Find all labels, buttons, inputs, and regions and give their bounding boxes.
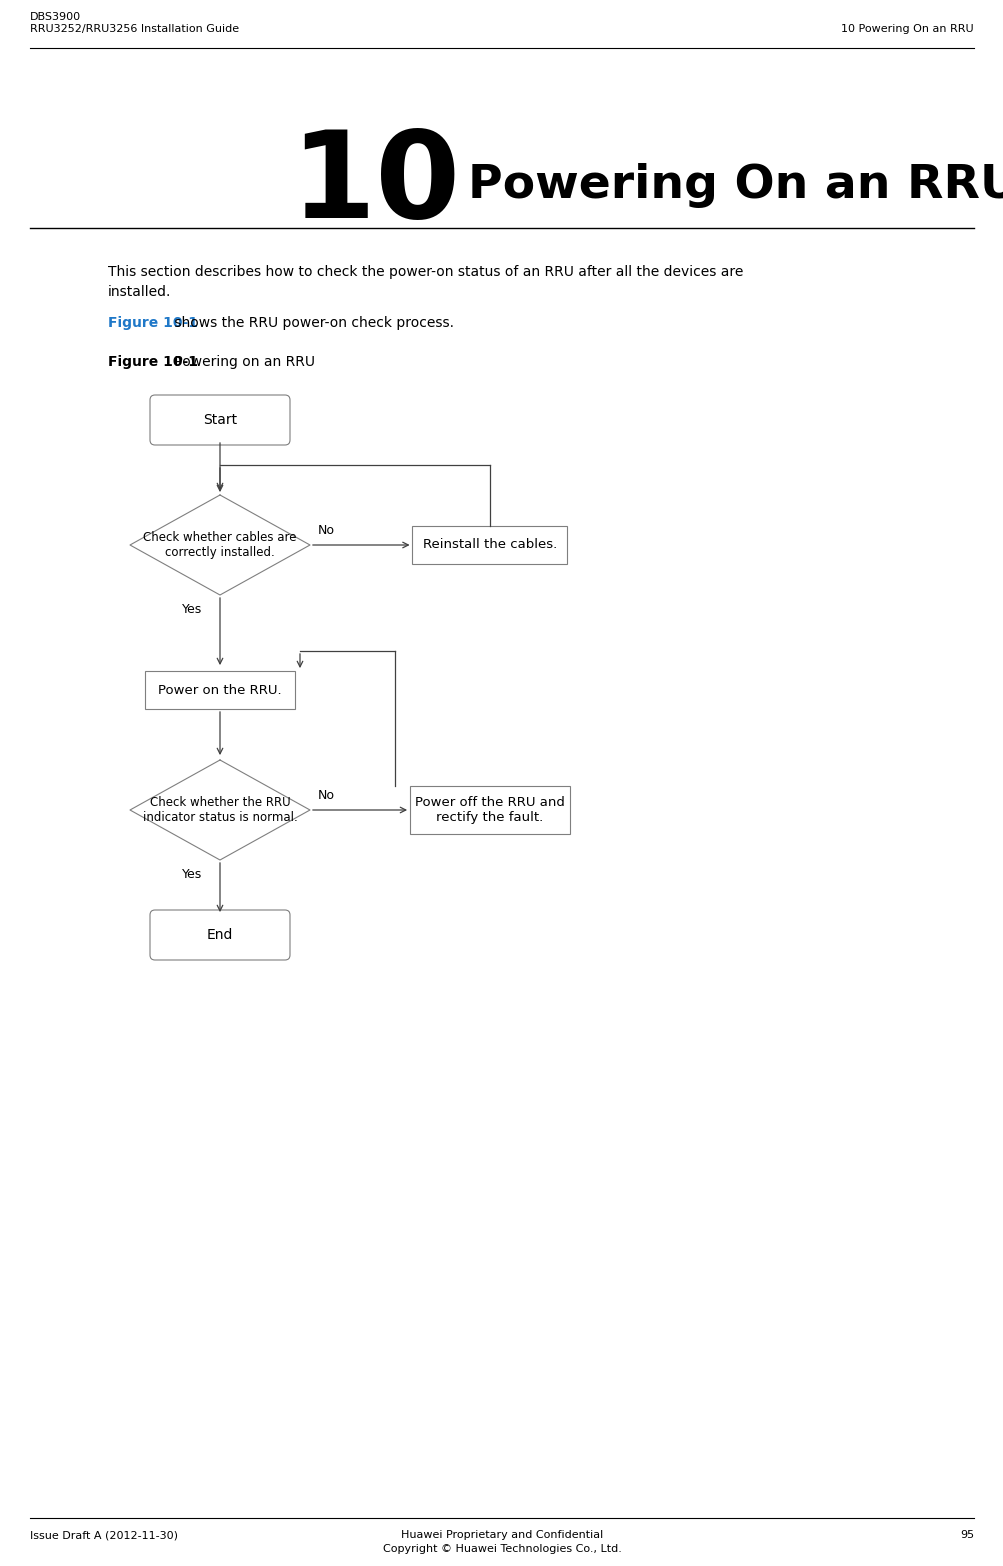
Bar xyxy=(412,526,567,564)
Bar xyxy=(144,670,295,709)
Text: 10 Powering On an RRU: 10 Powering On an RRU xyxy=(841,23,973,34)
Text: Powering On an RRU: Powering On an RRU xyxy=(467,163,1003,208)
Text: This section describes how to check the power-on status of an RRU after all the : This section describes how to check the … xyxy=(108,265,742,299)
Text: DBS3900: DBS3900 xyxy=(30,13,81,22)
Text: 10: 10 xyxy=(290,127,459,243)
Text: Issue Draft A (2012-11-30): Issue Draft A (2012-11-30) xyxy=(30,1530,178,1539)
Text: Copyright © Huawei Technologies Co., Ltd.: Copyright © Huawei Technologies Co., Ltd… xyxy=(382,1544,621,1553)
Text: Reinstall the cables.: Reinstall the cables. xyxy=(422,539,557,551)
Text: Yes: Yes xyxy=(182,603,202,615)
Text: Power on the RRU.: Power on the RRU. xyxy=(158,683,282,697)
Text: Power off the RRU and
rectify the fault.: Power off the RRU and rectify the fault. xyxy=(414,796,565,824)
FancyBboxPatch shape xyxy=(149,395,290,445)
Text: Figure 10-1: Figure 10-1 xyxy=(108,316,198,330)
Polygon shape xyxy=(129,760,310,860)
Text: Powering on an RRU: Powering on an RRU xyxy=(170,355,315,370)
Text: No: No xyxy=(318,525,335,537)
Text: Check whether the RRU
indicator status is normal.: Check whether the RRU indicator status i… xyxy=(142,796,297,824)
Text: 95: 95 xyxy=(959,1530,973,1539)
Polygon shape xyxy=(129,495,310,595)
Text: RRU3252/RRU3256 Installation Guide: RRU3252/RRU3256 Installation Guide xyxy=(30,23,239,34)
Text: Start: Start xyxy=(203,413,237,428)
Text: Figure 10-1: Figure 10-1 xyxy=(108,355,198,370)
Text: No: No xyxy=(318,789,335,802)
Text: Yes: Yes xyxy=(182,868,202,882)
Text: Huawei Proprietary and Confidential: Huawei Proprietary and Confidential xyxy=(400,1530,603,1539)
Text: shows the RRU power-on check process.: shows the RRU power-on check process. xyxy=(170,316,453,330)
Bar xyxy=(409,786,570,835)
FancyBboxPatch shape xyxy=(149,910,290,960)
Text: End: End xyxy=(207,929,233,943)
Text: Check whether cables are
correctly installed.: Check whether cables are correctly insta… xyxy=(143,531,297,559)
